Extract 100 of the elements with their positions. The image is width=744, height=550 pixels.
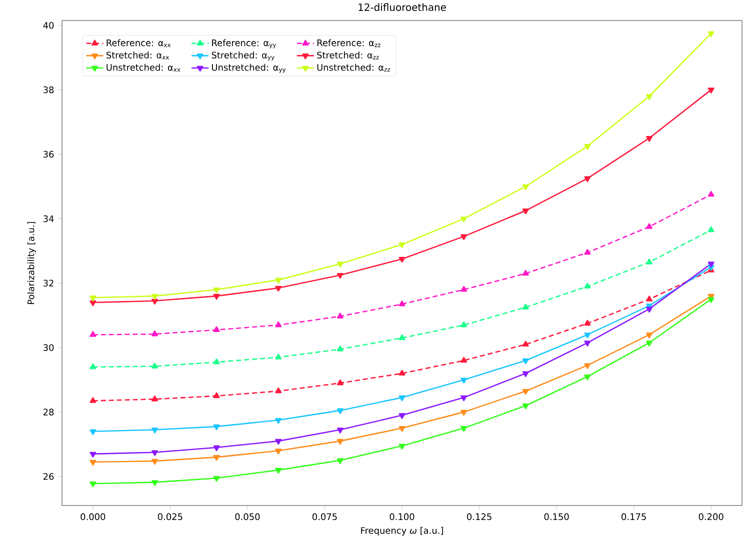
point — [275, 468, 282, 474]
point — [646, 307, 653, 313]
y-tick-label: 32 — [44, 280, 54, 287]
point — [90, 429, 96, 436]
point — [336, 458, 344, 464]
point — [398, 257, 406, 263]
point — [522, 340, 529, 347]
x-tick-label: 0.100 — [390, 514, 414, 520]
point — [275, 388, 282, 394]
point — [460, 410, 468, 416]
point — [90, 397, 96, 404]
point — [398, 242, 406, 248]
point — [213, 392, 220, 398]
point — [398, 396, 406, 402]
point — [398, 300, 406, 306]
point — [708, 297, 714, 304]
x-tick-label: 0.000 — [80, 514, 106, 520]
point — [336, 262, 344, 268]
point — [213, 424, 220, 430]
point — [275, 418, 282, 424]
legend-label: Unstretched: α$_{yy}$ — [212, 64, 286, 74]
point — [522, 208, 529, 215]
point — [584, 176, 591, 182]
point — [151, 362, 158, 369]
point — [151, 450, 158, 456]
point — [213, 288, 220, 294]
point — [584, 374, 591, 380]
point — [336, 273, 344, 279]
point — [398, 426, 406, 432]
point — [708, 32, 714, 38]
point — [522, 371, 529, 378]
point — [646, 258, 653, 265]
point — [460, 396, 468, 402]
y-tick-label: 28 — [43, 408, 54, 416]
point — [646, 340, 653, 347]
point — [336, 408, 344, 414]
point — [584, 363, 591, 370]
point — [275, 286, 282, 292]
point — [151, 330, 158, 336]
point — [151, 294, 158, 300]
point — [213, 455, 220, 462]
point — [151, 428, 158, 434]
point — [646, 94, 653, 100]
x-tick-label: 0.125 — [467, 514, 492, 520]
point — [90, 300, 96, 306]
point — [336, 312, 344, 319]
point — [646, 296, 653, 302]
point — [646, 136, 653, 142]
x-axis-title: Frequency ω [a.u.] — [361, 527, 443, 536]
point — [522, 404, 529, 410]
legend-label: Unstretched: α$_{zz}$ — [317, 64, 390, 72]
point — [151, 459, 158, 465]
y-tick-label: 36 — [44, 151, 54, 158]
point — [522, 304, 529, 310]
point — [460, 322, 468, 328]
point — [336, 380, 344, 386]
point — [460, 234, 468, 240]
point — [336, 439, 344, 445]
point — [708, 226, 714, 232]
point — [646, 332, 653, 339]
point — [708, 191, 714, 197]
x-tick-label: 0.200 — [698, 514, 724, 520]
point — [584, 320, 591, 326]
point — [151, 480, 158, 486]
legend-label: Reference: α$_{zz}$ — [317, 39, 380, 48]
point — [584, 332, 591, 339]
point — [460, 216, 468, 223]
y-tick-label: 40 — [43, 22, 54, 29]
point — [275, 354, 282, 360]
point — [708, 88, 714, 94]
point — [275, 278, 282, 284]
y-tick-label: 34 — [44, 216, 54, 222]
point — [522, 358, 529, 364]
point — [398, 413, 406, 420]
point — [336, 346, 344, 352]
point — [151, 396, 158, 402]
point — [646, 223, 653, 230]
point — [522, 389, 529, 395]
point — [584, 144, 591, 150]
point — [522, 184, 529, 190]
point — [275, 448, 282, 455]
y-tick-label: 38 — [44, 86, 54, 94]
x-tick-label: 0.075 — [312, 514, 337, 520]
legend-label: Unstretched: α$_{xx}$ — [106, 64, 180, 72]
x-tick-label: 0.050 — [235, 514, 260, 520]
legend-label: Stretched: α$_{xx}$ — [106, 52, 170, 60]
point — [275, 322, 282, 328]
y-axis-title: Polarizability [a.u.] — [27, 222, 36, 304]
point — [213, 294, 220, 300]
chart-title: 12-difluoroethane — [358, 4, 446, 12]
y-tick-label: 30 — [44, 344, 54, 352]
point — [460, 286, 468, 292]
point — [213, 358, 220, 364]
point — [584, 340, 591, 347]
point — [584, 249, 591, 255]
point — [90, 460, 96, 466]
legend-label: Stretched: α$_{zz}$ — [317, 52, 379, 60]
point — [460, 357, 468, 363]
point — [460, 378, 468, 384]
point — [90, 452, 96, 458]
